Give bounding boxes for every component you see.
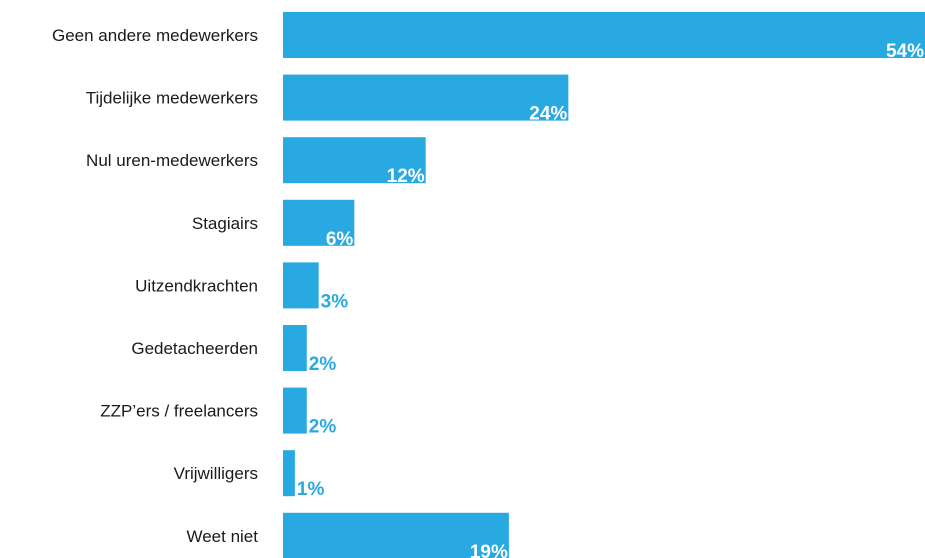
value-label: 54%: [886, 41, 924, 62]
value-label: 2%: [309, 417, 337, 438]
category-label: Weet niet: [186, 527, 258, 546]
bar: [283, 137, 426, 184]
value-label: 6%: [326, 229, 354, 250]
category-label: Tijdelijke medewerkers: [86, 89, 258, 108]
bar: [283, 199, 355, 246]
bar: [283, 12, 925, 58]
bar: [283, 387, 307, 434]
category-label: Uitzendkrachten: [135, 276, 258, 295]
bar: [283, 74, 569, 121]
category-label: Nul uren-medewerkers: [86, 151, 258, 170]
value-label: 24%: [529, 104, 567, 125]
bar: [283, 512, 509, 558]
category-label: Gedetacheerden: [131, 339, 258, 358]
bar: [283, 325, 307, 371]
category-label: Stagiairs: [192, 214, 258, 233]
category-label: Geen andere medewerkers: [52, 26, 258, 45]
value-label: 1%: [297, 479, 325, 500]
value-label: 12%: [387, 166, 425, 187]
value-label: 19%: [470, 542, 508, 558]
bar: [283, 262, 319, 309]
category-label: ZZP’ers / freelancers: [100, 402, 258, 421]
category-label: Vrijwilligers: [174, 464, 258, 483]
value-label: 3%: [321, 291, 349, 312]
bar: [283, 450, 295, 497]
value-label: 2%: [309, 354, 337, 375]
